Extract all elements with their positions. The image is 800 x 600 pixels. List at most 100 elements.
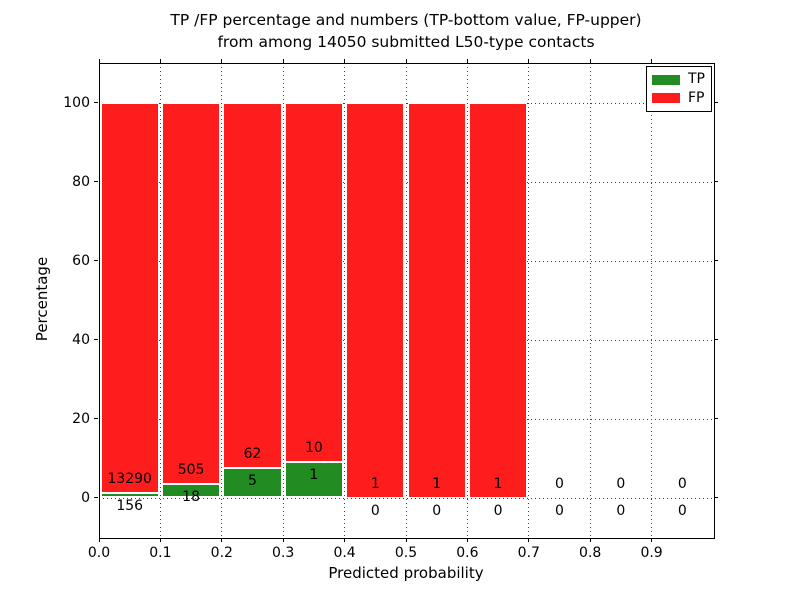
- chart-title-line1: TP /FP percentage and numbers (TP-bottom…: [170, 11, 642, 29]
- y-tick-label: 20: [72, 410, 90, 427]
- x-tick-label: 0.2: [210, 545, 233, 561]
- x-tick-label: 0.9: [640, 545, 663, 561]
- fp-count-label: 13290: [107, 470, 152, 487]
- x-axis-label: Predicted probability: [328, 564, 484, 582]
- fp-count-label: 0: [616, 475, 626, 492]
- gridline-horizontal: [99, 497, 713, 499]
- y-tick-right: [714, 339, 718, 340]
- y-tick-left: [94, 181, 98, 182]
- x-tick-bottom: [98, 538, 100, 542]
- fp-bar-segment: [346, 102, 405, 498]
- gridline-vertical: [466, 63, 468, 537]
- gridline-vertical: [344, 63, 346, 537]
- gridline-vertical: [221, 63, 223, 537]
- tp-bar-segment: [100, 492, 159, 498]
- x-tick-top: [651, 59, 653, 63]
- fp-bar-segment: [100, 102, 159, 493]
- x-tick-top: [405, 59, 407, 63]
- plot-area: 13290 156 505 18 62 5 10 1 1 0 1 0 1 0 0 0 0 0 0 0: [99, 63, 713, 537]
- y-tick-label: 60: [72, 252, 90, 269]
- gridline-vertical: [651, 63, 653, 537]
- tp-count-label: 1: [309, 466, 319, 483]
- fp-count-label: 505: [177, 461, 205, 478]
- fp-count-label: 1: [493, 475, 503, 492]
- y-tick-left: [94, 102, 98, 103]
- y-tick-right: [714, 102, 718, 103]
- legend-entry: FP: [652, 89, 706, 106]
- fp-bar-segment: [468, 102, 528, 498]
- gridline-horizontal: [99, 418, 713, 420]
- gridline-horizontal: [99, 181, 713, 183]
- tp-count-label: 18: [182, 488, 201, 505]
- chart-title-line2: from among 14050 submitted L50-type cont…: [217, 33, 595, 51]
- chart-title: TP /FP percentage and numbers (TP-bottom…: [99, 9, 713, 53]
- x-tick-top: [98, 59, 100, 63]
- fp-bar-segment: [284, 102, 344, 462]
- y-tick-label: 80: [72, 173, 90, 190]
- x-tick-bottom: [528, 538, 530, 542]
- tp-count-label: 0: [677, 502, 687, 519]
- x-tick-top: [466, 59, 468, 63]
- x-tick-bottom: [405, 538, 407, 542]
- gridline-horizontal: [99, 339, 713, 341]
- y-tick-left: [94, 497, 98, 498]
- y-tick-right: [714, 497, 718, 498]
- gridline-vertical: [282, 63, 284, 537]
- axes-frame: [99, 63, 715, 539]
- x-tick-bottom: [651, 538, 653, 542]
- x-tick-top: [589, 59, 591, 63]
- legend-entry: TP: [652, 72, 706, 87]
- fp-count-label: 0: [677, 475, 687, 492]
- x-tick-label: 0.4: [333, 545, 356, 561]
- fp-bar-segment: [407, 102, 466, 498]
- y-tick-left: [94, 418, 98, 419]
- x-tick-bottom: [466, 538, 468, 542]
- fp-count-label: 1: [370, 475, 380, 492]
- fp-count-label: 62: [243, 446, 262, 463]
- x-tick-top: [159, 59, 161, 63]
- gridline-horizontal: [99, 260, 713, 262]
- legend-entry-label: FP: [688, 89, 705, 106]
- tp-count-label: 0: [555, 502, 564, 519]
- tp-count-label: 0: [493, 502, 503, 519]
- tp-count-label: 0: [616, 502, 626, 519]
- gridline-vertical: [589, 63, 591, 537]
- y-tick-right: [714, 260, 718, 261]
- x-tick-label: 0.6: [456, 545, 479, 561]
- legend-color-patch: [652, 93, 680, 104]
- x-tick-bottom: [589, 538, 591, 542]
- x-tick-top: [344, 59, 346, 63]
- x-tick-label: 0.8: [579, 545, 602, 561]
- x-tick-label: 0.1: [149, 545, 172, 561]
- y-axis-label: Percentage: [33, 256, 51, 342]
- legend-entry-label: TP: [688, 71, 705, 88]
- tp-count-label: 0: [370, 502, 380, 519]
- x-tick-bottom: [344, 538, 346, 542]
- y-tick-label: 40: [72, 331, 90, 348]
- x-tick-top: [282, 59, 284, 63]
- fp-count-label: 0: [555, 475, 564, 492]
- y-tick-label: 0: [81, 489, 90, 506]
- tp-count-label: 156: [116, 497, 144, 514]
- x-tick-label: 0.3: [272, 545, 295, 561]
- y-tick-label: 100: [63, 94, 90, 111]
- x-tick-bottom: [221, 538, 223, 542]
- gridline-horizontal: [99, 102, 713, 104]
- x-tick-top: [528, 59, 530, 63]
- x-tick-label: 0.0: [87, 545, 111, 561]
- fp-bar-segment: [161, 102, 221, 484]
- tp-bar-segment: [161, 483, 221, 498]
- y-tick-left: [94, 339, 98, 340]
- x-tick-top: [221, 59, 223, 63]
- fp-bar-segment: [223, 102, 282, 469]
- gridline-vertical: [528, 63, 530, 537]
- legend: TP FP: [646, 66, 712, 112]
- x-tick-label: 0.7: [517, 545, 540, 561]
- x-tick-label: 0.5: [394, 545, 418, 561]
- x-tick-bottom: [282, 538, 284, 542]
- x-tick-bottom: [159, 538, 161, 542]
- legend-color-patch: [652, 74, 680, 85]
- gridline-vertical: [159, 63, 161, 537]
- gridline-vertical: [405, 63, 407, 537]
